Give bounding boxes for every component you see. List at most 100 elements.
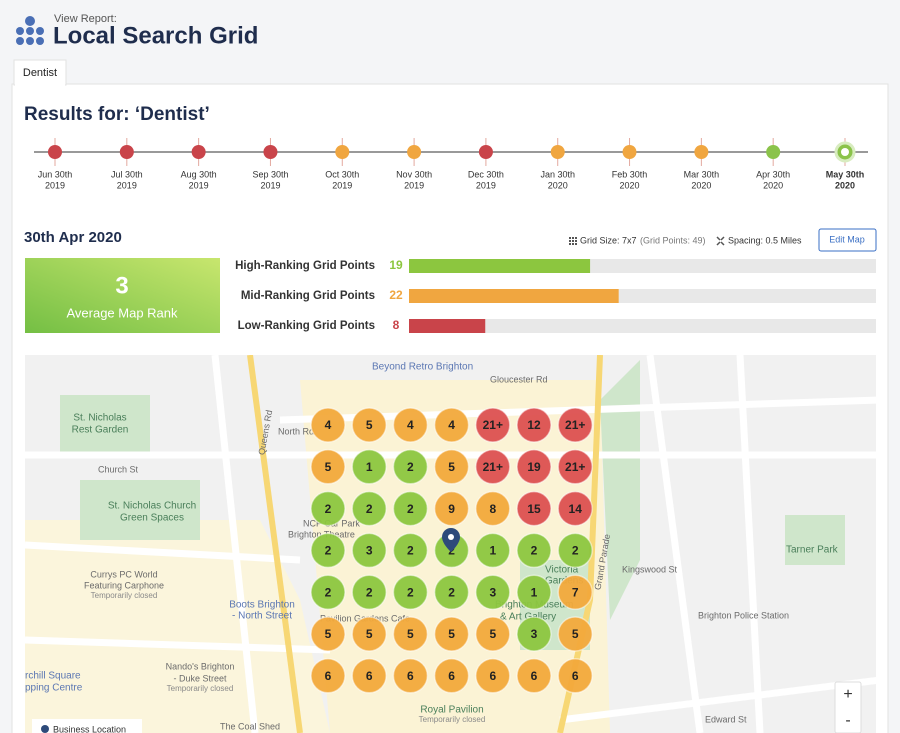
grid-rank: 5 bbox=[325, 460, 332, 474]
grid-point[interactable] bbox=[351, 449, 387, 485]
edit-map-label[interactable]: Edit Map bbox=[829, 234, 865, 244]
grid-point[interactable] bbox=[516, 658, 552, 694]
timeline-year: 2019 bbox=[117, 180, 137, 190]
ranking-track bbox=[409, 319, 876, 333]
timeline-dot[interactable] bbox=[550, 145, 565, 159]
grid-point[interactable] bbox=[475, 449, 511, 485]
zoom-in[interactable]: + bbox=[843, 686, 852, 703]
grid-point[interactable] bbox=[351, 490, 387, 527]
grid-point[interactable] bbox=[310, 407, 346, 443]
grid-rank: 5 bbox=[572, 627, 579, 641]
grid-point[interactable] bbox=[392, 490, 429, 527]
grid-rank: 21+ bbox=[565, 460, 585, 474]
grid-point[interactable] bbox=[310, 574, 346, 610]
grid-point[interactable] bbox=[310, 658, 346, 694]
grid-point[interactable] bbox=[557, 658, 593, 694]
grid-point[interactable] bbox=[433, 490, 470, 527]
grid-point[interactable] bbox=[351, 532, 387, 569]
grid-point[interactable] bbox=[516, 490, 552, 527]
edit-map-button[interactable] bbox=[818, 228, 877, 252]
timeline-dot[interactable] bbox=[407, 145, 422, 159]
map: Beyond Retro Brighton Gloucester Rd St. … bbox=[25, 355, 876, 733]
grid-point[interactable] bbox=[351, 616, 387, 652]
timeline-year: 2019 bbox=[260, 180, 280, 190]
grid-point[interactable] bbox=[516, 532, 552, 569]
grid-point[interactable] bbox=[433, 574, 470, 610]
map-label: Green Spaces bbox=[120, 513, 184, 524]
grid-point[interactable] bbox=[475, 490, 511, 527]
timeline-month: Apr 30th bbox=[756, 169, 790, 179]
grid-point[interactable] bbox=[351, 574, 387, 610]
grid-point[interactable] bbox=[516, 449, 552, 485]
grid-point[interactable] bbox=[516, 407, 552, 443]
grid-point[interactable] bbox=[433, 658, 470, 694]
grid-point[interactable] bbox=[557, 449, 593, 485]
grid-point[interactable] bbox=[392, 407, 429, 443]
grid-point[interactable] bbox=[475, 407, 511, 443]
zoom-out[interactable]: - bbox=[845, 712, 850, 729]
grid-rank: 5 bbox=[448, 460, 455, 474]
grid-rank: 6 bbox=[448, 669, 455, 683]
grid-point[interactable] bbox=[516, 616, 552, 652]
grid-point[interactable] bbox=[475, 574, 511, 610]
timeline-dot[interactable] bbox=[191, 145, 206, 159]
grid-point[interactable] bbox=[392, 449, 429, 485]
timeline-month: Mar 30th bbox=[684, 169, 720, 179]
grid-point[interactable] bbox=[310, 449, 346, 485]
timeline-month: Jul 30th bbox=[111, 169, 143, 179]
map-label: Edward St bbox=[705, 714, 747, 724]
ranking-label: High-Ranking Grid Points bbox=[235, 260, 375, 272]
grid-point[interactable] bbox=[392, 658, 429, 694]
tab-label[interactable]: Dentist bbox=[23, 67, 57, 79]
timeline-dot[interactable] bbox=[478, 145, 493, 159]
grid-point[interactable] bbox=[557, 532, 593, 569]
timeline-dot[interactable] bbox=[766, 145, 781, 159]
timeline-dot[interactable] bbox=[119, 145, 134, 159]
grid-point[interactable] bbox=[392, 532, 429, 569]
grid-point[interactable] bbox=[433, 407, 470, 443]
grid-point[interactable] bbox=[475, 658, 511, 694]
grid-point[interactable] bbox=[557, 407, 593, 443]
grid-point[interactable] bbox=[516, 574, 552, 610]
grid-point[interactable] bbox=[310, 532, 346, 569]
map-label: Boots Brighton bbox=[229, 600, 295, 611]
zoom-control bbox=[834, 681, 862, 733]
timeline-month: Nov 30th bbox=[396, 169, 432, 179]
map-label: rchill Square bbox=[25, 671, 81, 682]
timeline-dot[interactable] bbox=[335, 145, 350, 159]
grid-rank: 5 bbox=[366, 627, 373, 641]
timeline-dot[interactable] bbox=[694, 145, 709, 159]
grid-rank: 3 bbox=[489, 585, 496, 599]
grid-point[interactable] bbox=[475, 616, 511, 652]
average-box bbox=[25, 258, 220, 333]
ranking-count: 22 bbox=[389, 288, 403, 302]
timeline-dot[interactable] bbox=[263, 145, 278, 159]
grid-point[interactable] bbox=[310, 616, 346, 652]
grid-rank: 1 bbox=[531, 585, 538, 599]
timeline-dot-center bbox=[841, 148, 849, 156]
legend-label: Business Location bbox=[53, 724, 126, 733]
grid-rank: 2 bbox=[325, 585, 332, 599]
map-label: Currys PC World bbox=[90, 569, 157, 579]
grid-point[interactable] bbox=[433, 616, 470, 652]
grid-rank: 21+ bbox=[483, 460, 503, 474]
grid-point[interactable] bbox=[557, 616, 593, 652]
map-label: Nando's Brighton bbox=[166, 661, 235, 671]
timeline-dot[interactable] bbox=[48, 145, 62, 159]
grid-point[interactable] bbox=[351, 407, 387, 443]
grid-point[interactable] bbox=[433, 449, 470, 485]
grid-point[interactable] bbox=[557, 574, 593, 610]
grid-point[interactable] bbox=[351, 658, 387, 694]
map-label: Tarner Park bbox=[786, 545, 839, 556]
grid-point[interactable] bbox=[392, 616, 429, 652]
grid-point[interactable] bbox=[557, 490, 593, 527]
map-label: Royal Pavilion bbox=[420, 705, 483, 716]
timeline-month: Jun 30th bbox=[38, 169, 73, 179]
map-label: - Duke Street bbox=[173, 673, 227, 683]
grid-rank: 6 bbox=[531, 669, 538, 683]
map-label: Temporarily closed bbox=[419, 715, 486, 724]
timeline-dot[interactable] bbox=[622, 145, 637, 159]
grid-point[interactable] bbox=[475, 532, 511, 569]
grid-point[interactable] bbox=[392, 574, 429, 610]
grid-point[interactable] bbox=[310, 490, 346, 527]
